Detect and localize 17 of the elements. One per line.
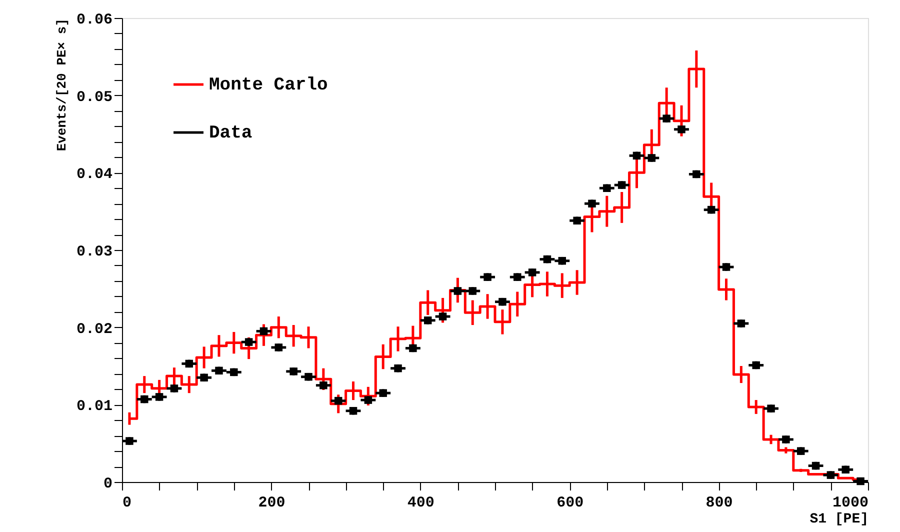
y-tick-label: 0.04 [76,166,112,184]
x-tick-label: 0 [122,494,132,512]
y-tick-label: 0.01 [76,398,112,416]
legend-label: Data [209,124,252,144]
y-tick-label: 0.02 [76,320,112,338]
legend-label: Monte Carlo [209,76,328,96]
x-tick-label: 600 [556,494,584,512]
y-tick-label: 0 [103,476,112,492]
x-tick-label: 400 [407,494,434,512]
y-axis-title: Events/[20 PE× s] [54,18,70,152]
y-tick-label: 0.05 [76,88,112,106]
y-tick-label: 0.06 [76,12,112,28]
x-axis-title: S1 [PE] [810,512,868,528]
x-tick-label: 200 [258,494,286,512]
x-tick-label: 1000 [832,494,868,512]
x-tick-label: 800 [706,494,733,512]
y-tick-label: 0.03 [76,244,112,260]
